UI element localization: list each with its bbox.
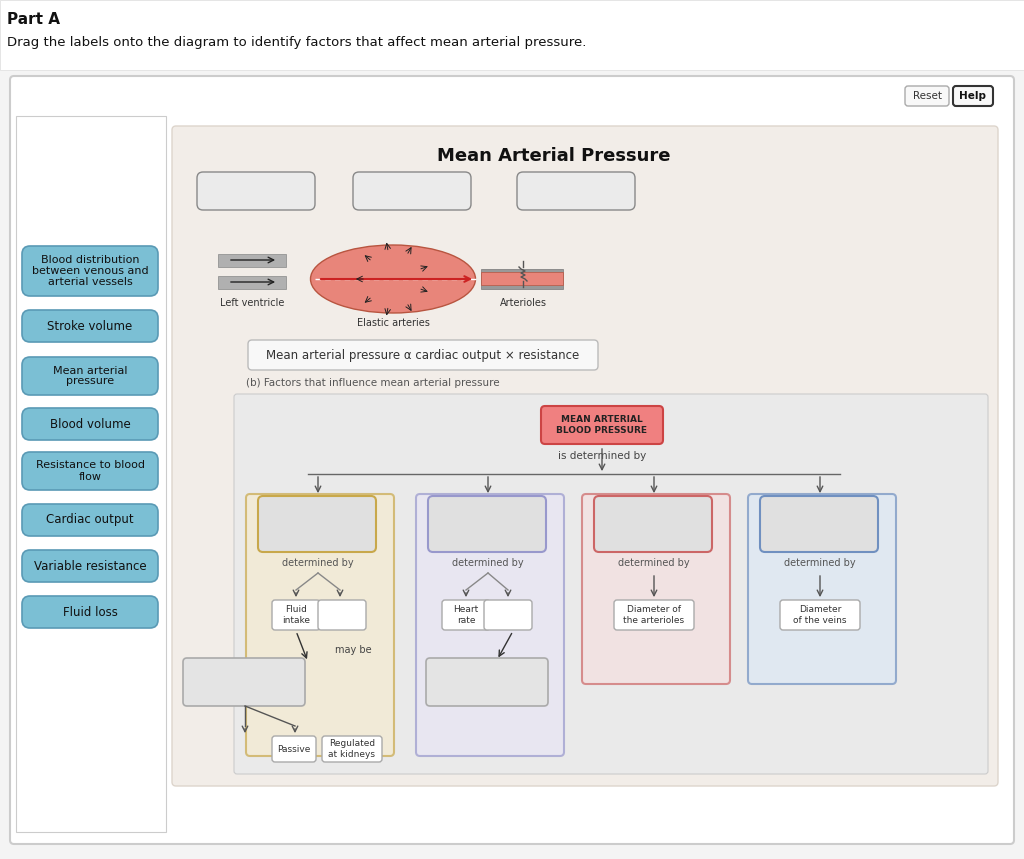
Text: determined by: determined by: [618, 558, 690, 568]
Text: Fluid loss: Fluid loss: [62, 606, 118, 618]
FancyBboxPatch shape: [322, 736, 382, 762]
FancyBboxPatch shape: [517, 172, 635, 210]
FancyBboxPatch shape: [780, 600, 860, 630]
Text: Mean arterial pressure α cardiac output × resistance: Mean arterial pressure α cardiac output …: [266, 349, 580, 362]
Text: MEAN ARTERIAL
BLOOD PRESSURE: MEAN ARTERIAL BLOOD PRESSURE: [556, 415, 647, 435]
Text: Mean arterial: Mean arterial: [53, 365, 127, 375]
FancyBboxPatch shape: [22, 357, 158, 395]
Text: (b) Factors that influence mean arterial pressure: (b) Factors that influence mean arterial…: [246, 378, 500, 388]
Text: Variable resistance: Variable resistance: [34, 559, 146, 572]
Bar: [481, 269, 563, 289]
FancyBboxPatch shape: [258, 496, 376, 552]
FancyBboxPatch shape: [416, 494, 564, 756]
FancyBboxPatch shape: [272, 736, 316, 762]
Text: flow: flow: [79, 472, 101, 482]
Text: Reset: Reset: [912, 91, 941, 101]
FancyBboxPatch shape: [22, 246, 158, 296]
Text: Resistance to blood: Resistance to blood: [36, 460, 144, 471]
Text: Diameter
of the veins: Diameter of the veins: [794, 606, 847, 624]
Ellipse shape: [310, 245, 475, 313]
Text: Fluid
intake: Fluid intake: [282, 606, 310, 624]
FancyBboxPatch shape: [22, 596, 158, 628]
Text: determined by: determined by: [784, 558, 856, 568]
FancyBboxPatch shape: [183, 658, 305, 706]
Text: Left ventricle: Left ventricle: [220, 298, 285, 308]
FancyBboxPatch shape: [248, 340, 598, 370]
FancyBboxPatch shape: [234, 394, 988, 774]
Bar: [481, 272, 563, 285]
Text: determined by: determined by: [453, 558, 524, 568]
FancyBboxPatch shape: [428, 496, 546, 552]
Bar: [16, 116, 166, 832]
Text: is determined by: is determined by: [558, 451, 646, 461]
Text: Help: Help: [959, 91, 986, 101]
FancyBboxPatch shape: [614, 600, 694, 630]
Bar: [218, 276, 286, 289]
Text: Heart
rate: Heart rate: [454, 606, 478, 624]
Text: Passive: Passive: [278, 745, 310, 753]
Text: pressure: pressure: [66, 376, 114, 387]
Text: between venous and: between venous and: [32, 266, 148, 276]
FancyBboxPatch shape: [22, 452, 158, 490]
FancyBboxPatch shape: [442, 600, 490, 630]
Text: Cardiac output: Cardiac output: [46, 514, 134, 527]
Text: Mean Arterial Pressure: Mean Arterial Pressure: [437, 147, 671, 165]
Text: Arterioles: Arterioles: [500, 298, 547, 308]
FancyBboxPatch shape: [318, 600, 366, 630]
FancyBboxPatch shape: [246, 494, 394, 756]
FancyBboxPatch shape: [272, 600, 319, 630]
FancyBboxPatch shape: [22, 310, 158, 342]
Text: Blood volume: Blood volume: [49, 417, 130, 430]
FancyBboxPatch shape: [22, 550, 158, 582]
FancyBboxPatch shape: [905, 86, 949, 106]
Text: Drag the labels onto the diagram to identify factors that affect mean arterial p: Drag the labels onto the diagram to iden…: [7, 36, 587, 49]
Text: Blood distribution: Blood distribution: [41, 255, 139, 265]
FancyBboxPatch shape: [197, 172, 315, 210]
Text: determined by: determined by: [283, 558, 354, 568]
FancyBboxPatch shape: [541, 406, 663, 444]
Text: may be: may be: [335, 645, 372, 655]
FancyBboxPatch shape: [760, 496, 878, 552]
Bar: [218, 254, 286, 267]
FancyBboxPatch shape: [594, 496, 712, 552]
FancyBboxPatch shape: [353, 172, 471, 210]
Text: Stroke volume: Stroke volume: [47, 320, 133, 332]
Text: Regulated
at kidneys: Regulated at kidneys: [329, 740, 376, 758]
FancyBboxPatch shape: [484, 600, 532, 630]
Text: Elastic arteries: Elastic arteries: [356, 318, 429, 328]
FancyBboxPatch shape: [582, 494, 730, 684]
FancyBboxPatch shape: [22, 408, 158, 440]
FancyBboxPatch shape: [748, 494, 896, 684]
FancyBboxPatch shape: [10, 76, 1014, 844]
FancyBboxPatch shape: [953, 86, 993, 106]
Text: Diameter of
the arterioles: Diameter of the arterioles: [624, 606, 685, 624]
Bar: [0, 0, 1024, 70]
FancyBboxPatch shape: [426, 658, 548, 706]
Text: Part A: Part A: [7, 12, 60, 27]
Text: arterial vessels: arterial vessels: [48, 277, 132, 287]
FancyBboxPatch shape: [22, 504, 158, 536]
FancyBboxPatch shape: [172, 126, 998, 786]
